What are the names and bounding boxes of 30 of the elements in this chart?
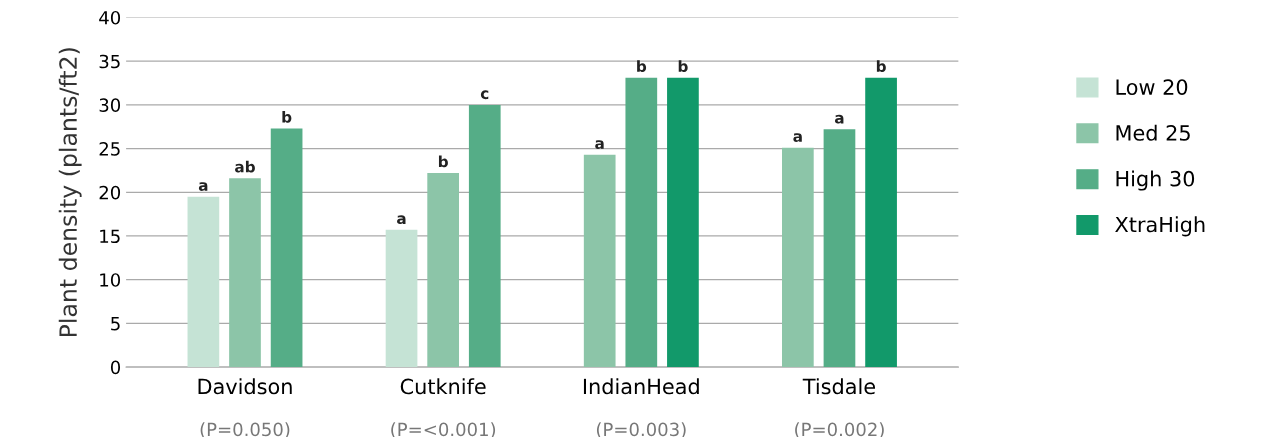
data-label: b: [678, 60, 688, 73]
y-tick-label: 10: [100, 273, 121, 287]
legend-label: Med 25: [1116, 124, 1190, 141]
data-label: b: [637, 60, 647, 73]
data-label: a: [834, 114, 844, 124]
data-label: b: [876, 60, 886, 73]
legend-label: XtraHigh: [1115, 216, 1205, 237]
data-label: a: [397, 215, 406, 225]
y-tick-label: 15: [100, 229, 120, 244]
data-label: a: [793, 133, 802, 142]
x-tick-label: IndianHead: [583, 378, 699, 395]
data-label: b: [438, 155, 448, 168]
data-label: c: [480, 90, 489, 100]
y-tick-label: 25: [99, 142, 120, 156]
data-label: ab: [235, 160, 255, 173]
y-tick-label: 0: [110, 360, 121, 375]
y-tick-label: 35: [99, 54, 120, 69]
x-tick-label: Cutknife: [400, 378, 486, 395]
data-label: a: [595, 140, 604, 149]
legend-label: Low 20: [1116, 79, 1188, 95]
x-tick-label: Davidson: [198, 378, 292, 395]
y-tick-label: 30: [99, 98, 121, 112]
y-tick-label: 40: [99, 10, 121, 25]
data-label: a: [198, 182, 208, 191]
y-axis-title: Plant density (plants/ft2): [58, 48, 82, 337]
y-tick-label: 20: [99, 185, 121, 200]
legend-label: High 30: [1116, 170, 1195, 191]
x-tick-label: Tisdale: [802, 378, 876, 395]
data-label: b: [282, 110, 292, 123]
y-tick-label: 5: [111, 317, 120, 331]
